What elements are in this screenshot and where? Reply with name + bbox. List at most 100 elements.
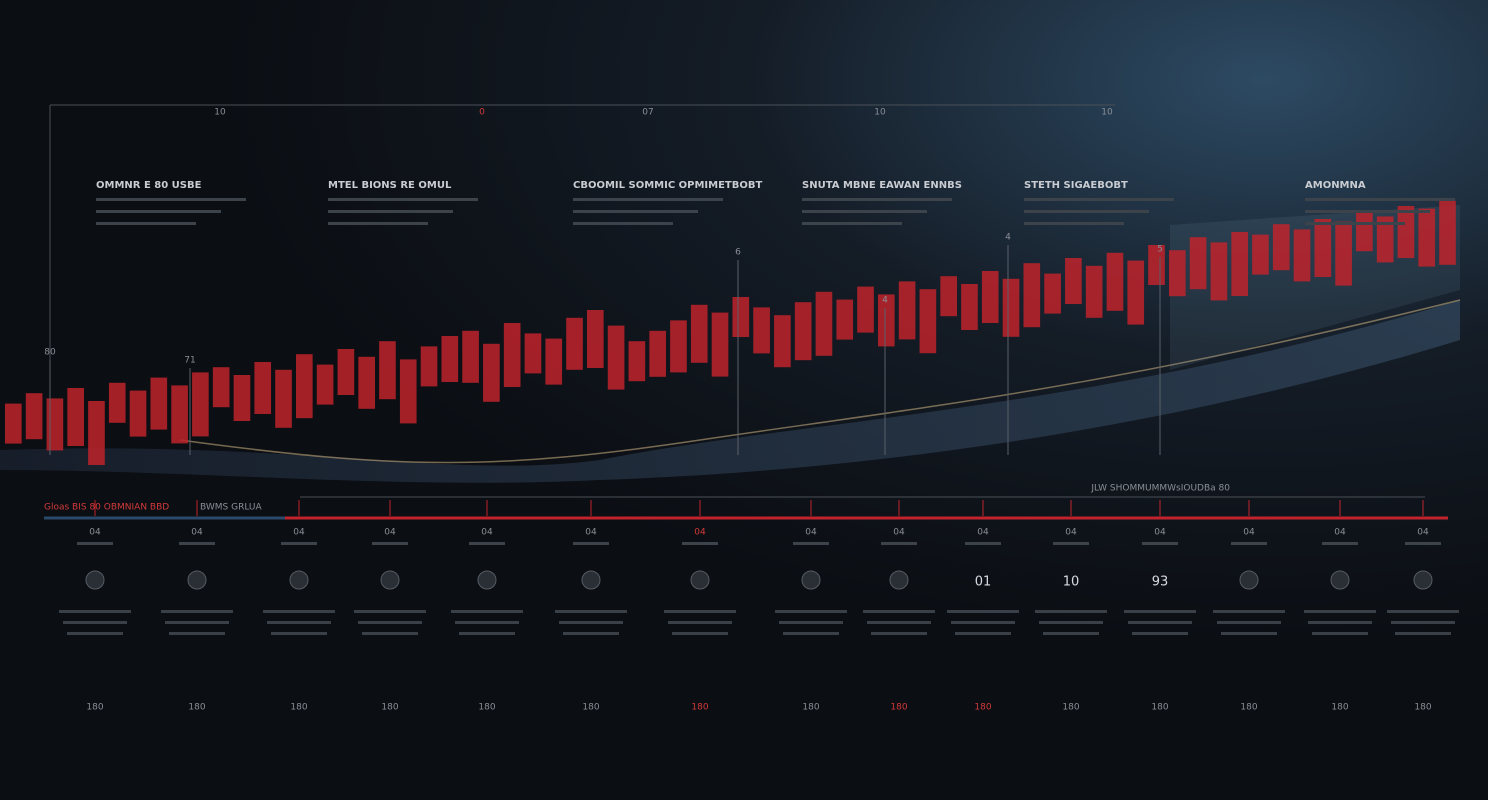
item-bottom: 180 <box>1062 703 1079 713</box>
bar <box>1023 263 1041 328</box>
item-top: 04 <box>191 528 203 538</box>
item-text <box>1304 610 1376 613</box>
item-top: 04 <box>384 528 396 538</box>
item-caption <box>793 542 829 545</box>
item-text <box>1308 621 1372 624</box>
bar <box>1376 216 1394 263</box>
bar <box>379 341 396 400</box>
bar <box>1148 245 1165 285</box>
item-bottom: 180 <box>1240 703 1257 713</box>
item-bottom: 180 <box>188 703 205 713</box>
item-icon <box>889 570 909 590</box>
bar <box>1002 278 1020 337</box>
text-line <box>1024 198 1174 201</box>
bar <box>628 341 646 382</box>
item-icon <box>477 570 497 590</box>
item-top: 04 <box>1243 528 1255 538</box>
bar <box>1085 265 1103 318</box>
bar <box>171 385 188 444</box>
bar <box>545 338 563 385</box>
item-text <box>955 632 1011 635</box>
section-title: SNUTA MBNE EAWAN ENNBS <box>802 180 962 191</box>
item-text <box>59 610 131 613</box>
item-text <box>783 632 839 635</box>
text-line <box>96 222 196 225</box>
bar <box>649 330 666 377</box>
bar <box>1189 237 1207 290</box>
marker-label: 4 <box>882 296 888 306</box>
text-line <box>96 210 221 213</box>
item-text <box>563 632 619 635</box>
bar <box>878 294 895 347</box>
item-text <box>1035 610 1107 613</box>
bar <box>690 304 708 363</box>
bar <box>857 286 874 333</box>
item-caption <box>1053 542 1089 545</box>
text-line <box>328 198 478 201</box>
item-number: 01 <box>975 575 992 590</box>
text-line <box>1305 210 1430 213</box>
item-text <box>555 610 627 613</box>
item-bottom: 180 <box>691 703 708 713</box>
item-top: 04 <box>893 528 905 538</box>
bar <box>108 382 126 423</box>
text-line <box>802 198 952 201</box>
item-text <box>947 610 1019 613</box>
item-icon <box>85 570 105 590</box>
bar <box>337 349 355 395</box>
text-line <box>573 222 673 225</box>
text-line <box>328 222 428 225</box>
curve <box>179 299 1461 464</box>
section-title: CBOOMIL SOMMIC OPMIMETBOBT <box>573 180 762 191</box>
item-text <box>1039 621 1103 624</box>
section-title: AMONMNA <box>1305 180 1366 191</box>
marker-label: 71 <box>184 356 195 366</box>
bar <box>815 291 833 356</box>
item-caption <box>1405 542 1441 545</box>
item-text <box>1221 632 1277 635</box>
item-top: 04 <box>977 528 989 538</box>
item-caption <box>469 542 505 545</box>
item-icon <box>1413 570 1433 590</box>
item-top: 04 <box>1417 528 1429 538</box>
text-line <box>1305 198 1455 201</box>
item-text <box>672 632 728 635</box>
bar <box>212 367 230 408</box>
item-caption <box>965 542 1001 545</box>
bar <box>794 302 812 361</box>
item-top: 04 <box>293 528 305 538</box>
item-bottom: 180 <box>582 703 599 713</box>
item-text <box>161 610 233 613</box>
bar <box>5 403 22 444</box>
item-text <box>871 632 927 635</box>
axis-label: 10 <box>214 108 226 118</box>
item-caption <box>1231 542 1267 545</box>
section-title: STETH SIGAEBOBT <box>1024 180 1128 191</box>
bar <box>1127 260 1145 325</box>
item-caption <box>682 542 718 545</box>
bar <box>753 307 770 354</box>
item-caption <box>179 542 215 545</box>
bar <box>981 271 999 323</box>
bar <box>1293 229 1311 282</box>
bar <box>566 317 583 370</box>
item-top: 04 <box>1154 528 1166 538</box>
bar <box>1272 224 1290 271</box>
item-text <box>863 610 935 613</box>
item-text <box>779 621 843 624</box>
item-icon <box>1239 570 1259 590</box>
item-caption <box>881 542 917 545</box>
item-bottom: 180 <box>381 703 398 713</box>
text-line <box>96 198 246 201</box>
bar <box>670 320 687 373</box>
text-line <box>1024 210 1149 213</box>
bar <box>483 343 500 402</box>
text-line <box>1305 222 1405 225</box>
item-caption <box>1142 542 1178 545</box>
bar <box>275 369 292 428</box>
bar <box>420 346 438 387</box>
bar <box>1439 200 1456 265</box>
timeline-sub: BWMS GRLUA <box>200 503 262 513</box>
text-line <box>573 210 698 213</box>
bar <box>441 336 459 382</box>
